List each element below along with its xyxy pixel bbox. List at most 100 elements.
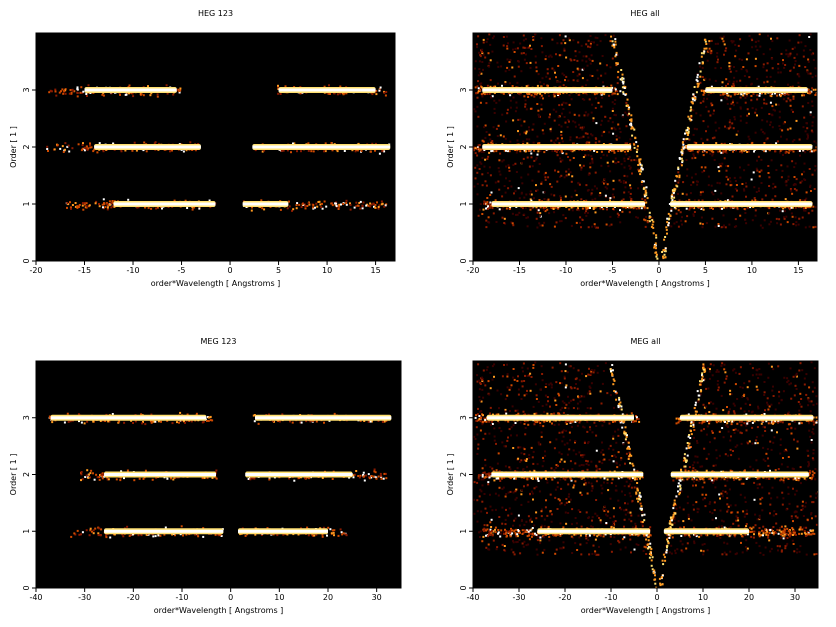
count-cell [587, 39, 590, 42]
count-cell [703, 97, 705, 100]
count-cell [507, 42, 509, 45]
count-cell [610, 149, 613, 152]
count-cell [758, 33, 761, 36]
count-cell [644, 225, 647, 228]
count-cell [501, 113, 504, 116]
count-cell [612, 208, 615, 210]
count-cell [681, 223, 683, 226]
count-cell [766, 62, 769, 65]
count-cell [525, 216, 528, 219]
order-band-center [482, 88, 613, 92]
count-cell [766, 120, 769, 123]
count-cell [718, 182, 721, 185]
count-cell [491, 140, 494, 142]
y-tick-label: 0 [22, 585, 31, 590]
count-cell [787, 97, 790, 100]
count-cell [765, 452, 768, 455]
count-cell [637, 164, 640, 166]
count-cell [813, 188, 816, 190]
count-cell [529, 208, 532, 211]
count-cell [694, 173, 697, 176]
count-cell [304, 477, 306, 479]
count-cell [729, 119, 732, 122]
count-cell [481, 50, 483, 53]
count-cell [697, 152, 700, 155]
count-cell [614, 55, 617, 58]
count-cell [585, 55, 588, 58]
count-cell [520, 124, 523, 127]
count-cell [611, 57, 614, 60]
count-cell [539, 224, 542, 227]
count-cell [734, 218, 737, 221]
count-cell [726, 92, 729, 95]
count-cell [553, 141, 556, 144]
order-band-center [245, 473, 353, 476]
count-cell [304, 205, 307, 208]
count-cell [555, 151, 558, 154]
count-cell [741, 151, 744, 154]
count-cell [583, 98, 586, 101]
count-cell [101, 475, 104, 478]
count-cell [775, 169, 778, 171]
count-cell [814, 88, 817, 91]
count-cell [739, 166, 741, 169]
count-cell [564, 195, 567, 198]
count-cell [663, 238, 666, 241]
count-cell [725, 165, 728, 167]
count-cell [780, 164, 783, 167]
count-cell [809, 91, 812, 94]
count-cell [491, 149, 494, 152]
count-cell [137, 534, 140, 537]
count-cell [728, 198, 731, 201]
count-cell [737, 44, 740, 47]
count-cell [813, 169, 816, 172]
count-cell [754, 199, 757, 202]
y-tick-label: 2 [22, 144, 31, 149]
count-cell [595, 122, 598, 125]
count-cell [582, 164, 585, 167]
count-cell [484, 180, 487, 183]
count-cell [811, 100, 814, 103]
count-cell [86, 148, 89, 151]
count-cell [719, 165, 722, 168]
count-cell [692, 109, 695, 112]
count-cell [725, 84, 727, 87]
count-cell [588, 172, 591, 175]
count-cell [609, 117, 612, 120]
count-cell [741, 58, 744, 61]
count-cell [612, 160, 615, 163]
count-cell [756, 159, 758, 162]
count-cell [699, 70, 702, 73]
count-cell [312, 207, 315, 210]
count-cell [506, 108, 509, 111]
count-cell [154, 420, 157, 423]
count-cell [625, 101, 628, 104]
count-cell [688, 199, 691, 202]
count-cell [727, 165, 730, 168]
count-cell [770, 37, 772, 40]
count-cell [675, 175, 678, 177]
count-cell [308, 203, 311, 206]
count-cell [724, 150, 727, 153]
count-cell [646, 207, 649, 210]
count-cell [769, 101, 772, 104]
count-cell [111, 200, 114, 202]
count-cell [713, 136, 716, 139]
count-cell [703, 47, 706, 50]
x-tick-label: 10 [322, 266, 332, 275]
count-cell [808, 90, 811, 93]
count-cell [215, 477, 218, 480]
count-cell [602, 208, 605, 211]
count-cell [507, 187, 510, 190]
count-cell [178, 90, 181, 93]
count-cell [594, 141, 597, 144]
count-cell [794, 60, 797, 63]
count-cell [323, 421, 325, 424]
count-cell [186, 207, 189, 209]
count-cell [803, 116, 806, 119]
count-cell [503, 222, 506, 224]
count-cell [539, 150, 542, 153]
count-cell [711, 154, 714, 157]
count-cell [147, 206, 150, 209]
count-cell [689, 119, 692, 122]
